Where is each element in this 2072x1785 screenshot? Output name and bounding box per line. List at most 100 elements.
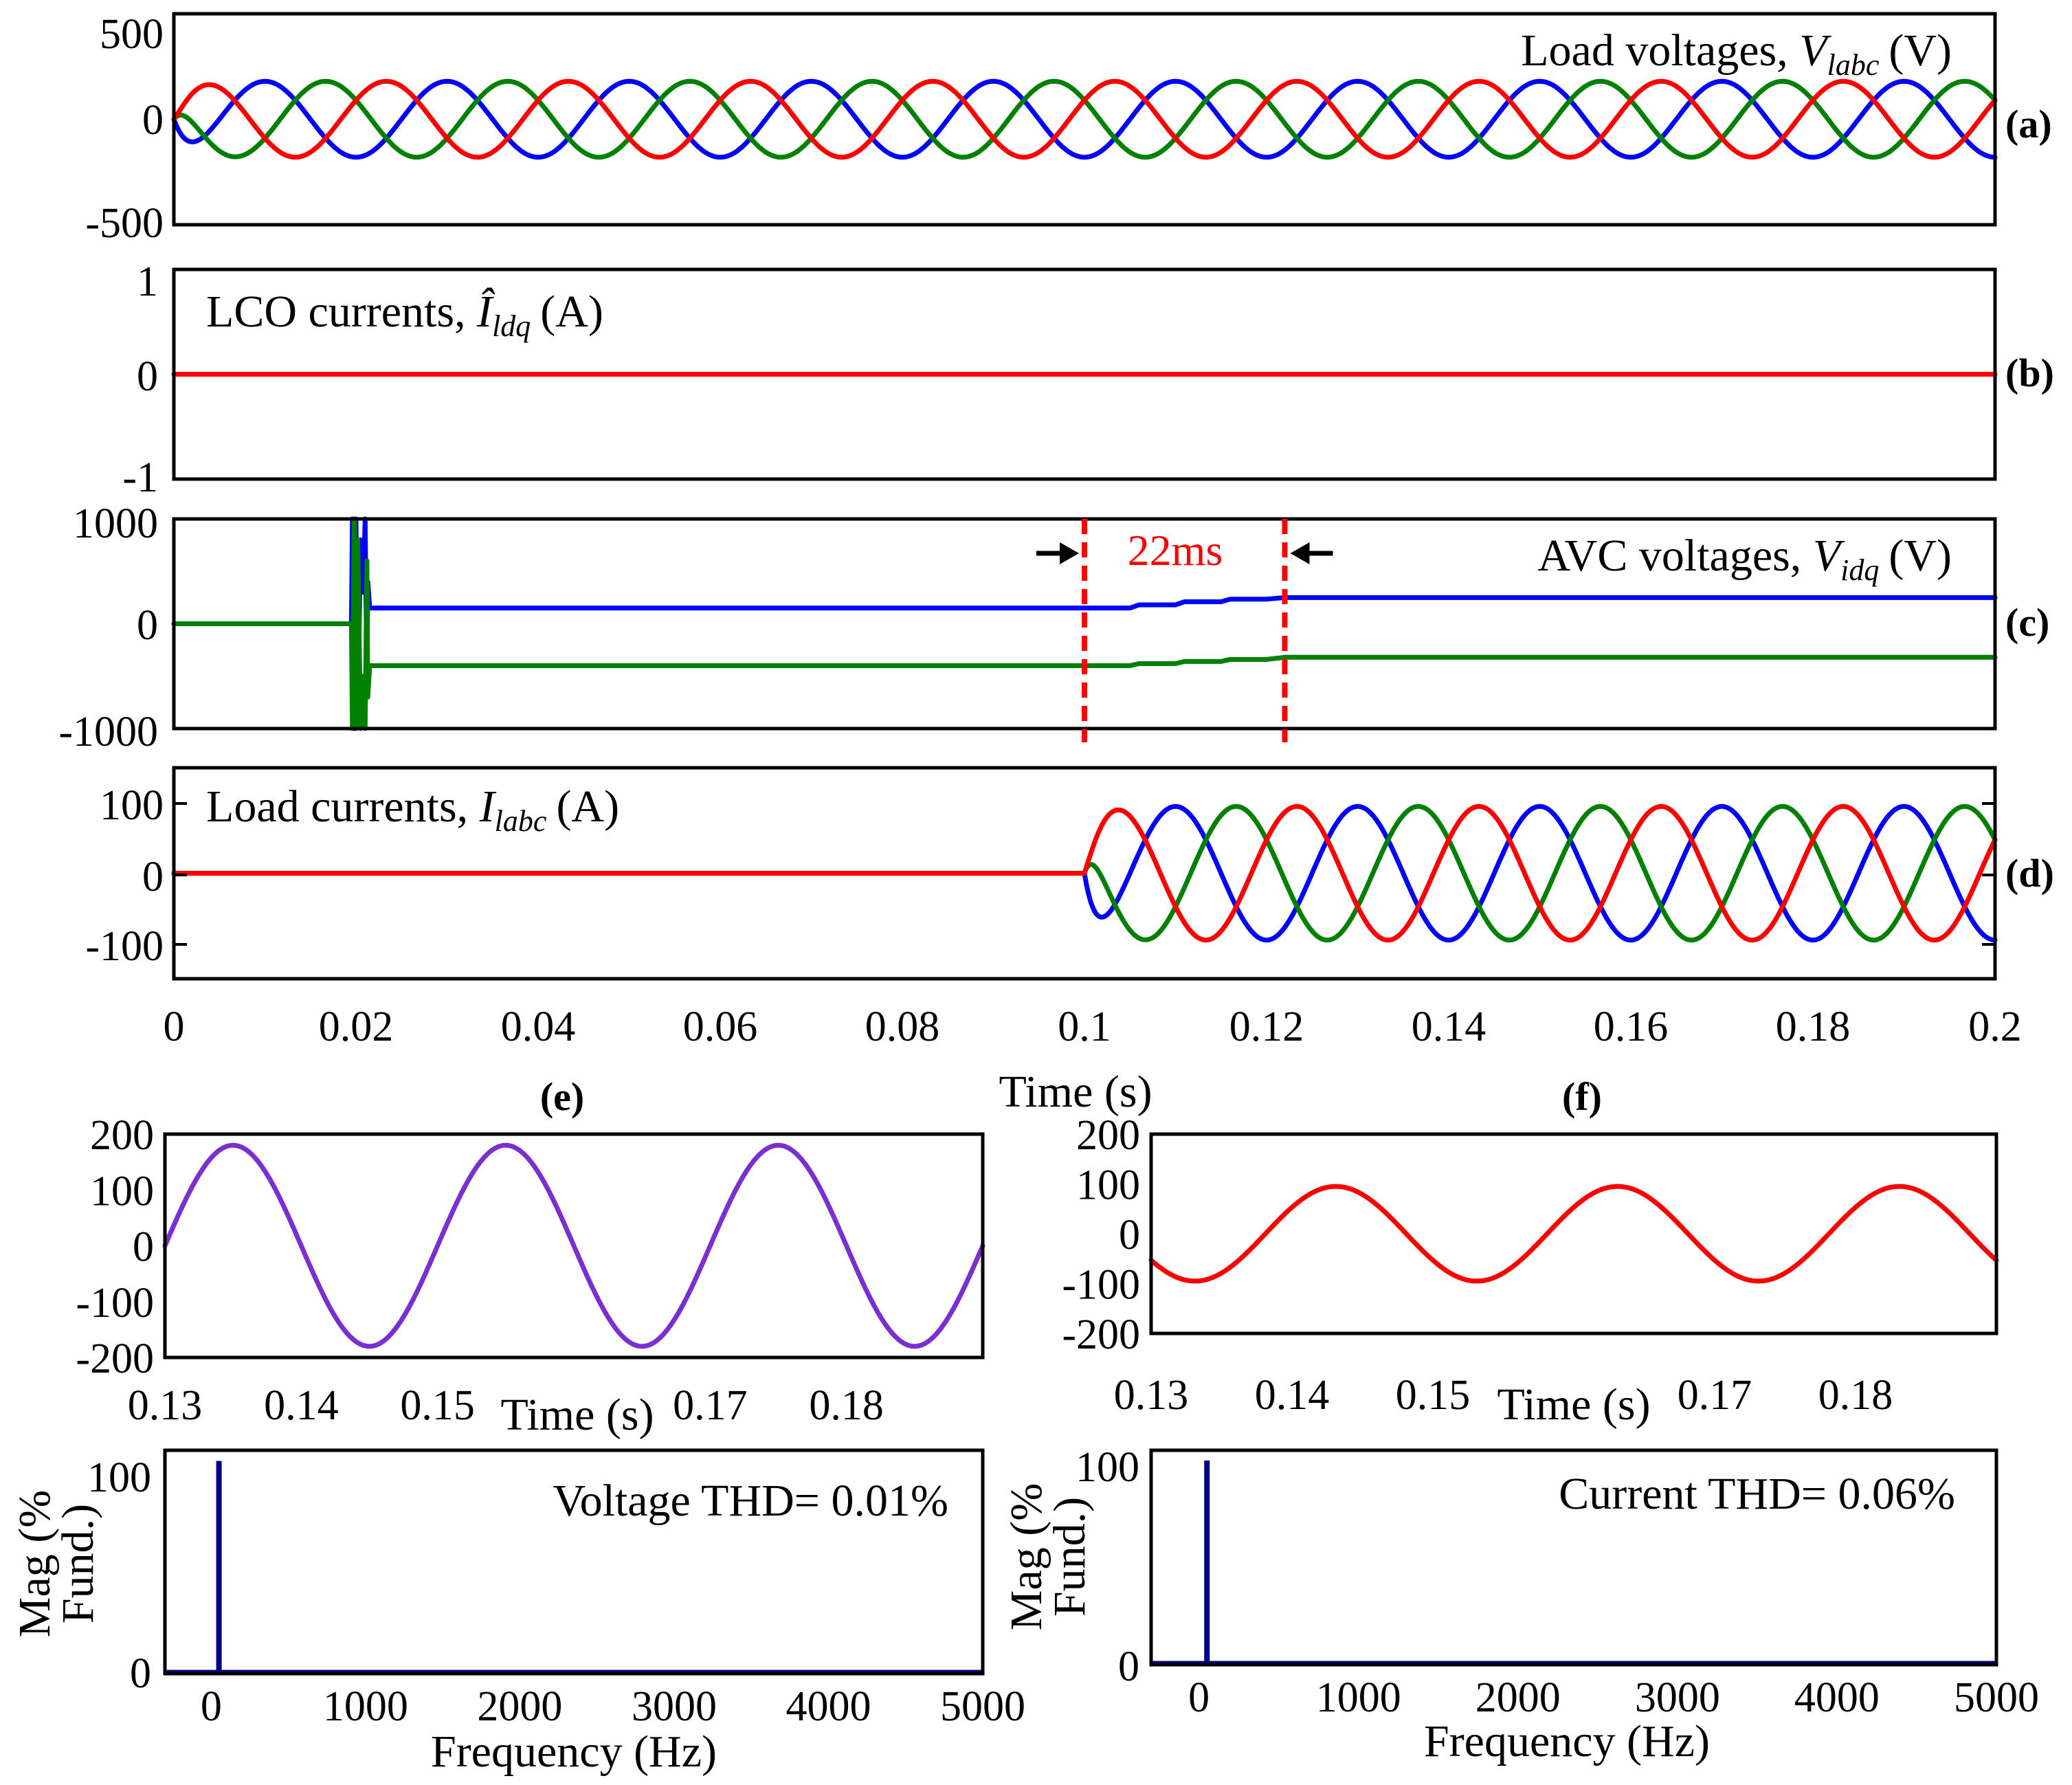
panel-b-frame	[172, 267, 1997, 481]
panel-e-time-xtick: 0.17	[673, 1382, 748, 1429]
panel-f-time-ytick: 200	[1076, 1112, 1140, 1159]
panel-e-time-ytick: -100	[76, 1280, 154, 1327]
panel-e-fft-bars	[165, 1461, 983, 1674]
panel-d-ytick-mid: 0	[142, 854, 164, 900]
panel-d-series-3	[171, 803, 1998, 943]
panel-a-frame	[172, 12, 1997, 227]
panel-c-label: (c)	[2005, 600, 2049, 645]
panel-e-fft-ytick-top: 100	[87, 1454, 151, 1501]
panel-d-title-prefix: Load currents,	[206, 781, 480, 832]
panel-f-time-ytick: -200	[1062, 1311, 1140, 1358]
panel-f-fft-xtick: 5000	[1954, 1674, 2039, 1721]
panel-f-fft-frame	[1149, 1448, 1998, 1667]
panel-f-time-xtick: 0.17	[1678, 1372, 1752, 1419]
panel-d-title-symbol: I	[479, 781, 497, 832]
panel-f-fft-xtick: 0	[1188, 1674, 1210, 1721]
panel-a-series-1	[171, 78, 1998, 160]
panel-c-title-unit: (V)	[1889, 531, 1952, 581]
panel-f-fft-bar-1	[1204, 1460, 1210, 1665]
panel-f-label: (f)	[1562, 1074, 1602, 1119]
panel-e-fft-xtick: 1000	[323, 1683, 408, 1730]
delay-label: 22ms	[1128, 526, 1223, 575]
panel-f-time-ytick: 100	[1076, 1162, 1140, 1209]
panel-b-title-prefix: LCO currents,	[206, 287, 477, 337]
panel-f-time-xtick: 0.14	[1255, 1372, 1330, 1419]
panel-e-time-frame	[163, 1132, 985, 1360]
panel-e-fft-xlabel: Frequency (Hz)	[431, 1727, 717, 1777]
panel-e-time: 200 100 0 -100 -200 0.13 0.14 0.15 0.17 0.18 Tim…	[76, 1112, 985, 1440]
panel-e-time-xticks: 0.13 0.14 0.15 0.17 0.18	[128, 1382, 884, 1429]
panel-d-xtick: 0.18	[1776, 1004, 1851, 1050]
panel-f-fft-ytick-bottom: 0	[1118, 1643, 1139, 1690]
delay-start-arrow	[1036, 542, 1079, 564]
panel-e-time-series-1	[162, 1142, 985, 1349]
panel-c-series-2	[171, 516, 1998, 731]
panel-b-label: (b)	[2005, 351, 2054, 395]
panel-f-time-traces	[1148, 1184, 1999, 1284]
panel-e-fft-ylabel-line1: Mag (%	[10, 1490, 60, 1637]
panel-d-xtick: 0.16	[1594, 1004, 1669, 1050]
panel-e-fft-bar-1	[216, 1461, 222, 1674]
panel-e-time-xtick: 0.13	[128, 1382, 203, 1429]
panel-e-fft-ylabel-line2: Fund.)	[53, 1504, 103, 1623]
panel-b-ytick-mid: 0	[137, 353, 158, 400]
panel-d-label: (d)	[2005, 851, 2054, 896]
panel-f-fft-ytick-top: 100	[1076, 1444, 1139, 1491]
panel-f-fft-ylabel-line2: Fund.)	[1045, 1497, 1095, 1617]
panel-d-title-unit: (A)	[556, 781, 619, 832]
panel-d-xtick: 0.04	[501, 1004, 576, 1050]
panel-e-time-xtick: 0.18	[809, 1382, 884, 1429]
panel-a-traces	[171, 78, 1998, 160]
panel-e-fft-frame	[163, 1448, 985, 1676]
panel-e-time-xlabel: Time (s)	[500, 1390, 654, 1440]
delay-end-arrow	[1290, 542, 1333, 564]
panel-e-time-ytick: -200	[76, 1335, 154, 1382]
panel-b: 1 0 -1 LCO currents, Îldq (A) (b)	[122, 258, 2054, 501]
panel-d-ytick-top: 100	[100, 782, 164, 829]
panel-e-time-xtick: 0.14	[264, 1382, 339, 1429]
panel-a-title-symbol: V	[1799, 25, 1831, 76]
panel-e-fft: 100 0 0 1000 2000 3000 4000 5000 Frequency (H…	[10, 1448, 1025, 1777]
panel-e-time-traces	[162, 1142, 985, 1349]
panel-f-time-xtick: 0.15	[1396, 1372, 1471, 1419]
panel-d-xtick: 0.12	[1229, 1004, 1304, 1050]
panel-d-xtick: 0	[164, 1004, 185, 1050]
panel-e-fft-xtick: 4000	[786, 1683, 871, 1730]
panel-d-xticks: 0 0.02 0.04 0.06 0.08 0.1 0.12 0.14 0.16 0.18 0.2	[164, 1004, 2022, 1050]
panel-a-series-3	[171, 78, 1998, 160]
panel-f-fft-xtick: 4000	[1794, 1674, 1880, 1721]
panel-a-series-2	[171, 78, 1998, 160]
panel-e-fft-xtick: 0	[201, 1683, 222, 1730]
panel-f-fft-xtick: 1000	[1316, 1674, 1401, 1721]
panel-b-ytick-top: 1	[137, 258, 158, 305]
panel-b-title: LCO currents, Îldq (A)	[206, 287, 603, 343]
panel-e-fft-xtick: 2000	[477, 1683, 562, 1730]
panel-d-xtick: 0.2	[1968, 1004, 2022, 1050]
panel-c-traces	[171, 516, 1998, 731]
panel-c-title-symbol: V	[1813, 531, 1845, 581]
panel-c-title-subscript: idq	[1840, 553, 1879, 587]
panel-d-traces	[171, 803, 1998, 943]
panel-c-ytick-top: 1000	[73, 500, 158, 547]
panel-a-label: (a)	[2005, 102, 2052, 146]
panel-d-xlabel: Time (s)	[999, 1067, 1152, 1117]
panel-f-fft-ylabel-line1: Mag (%	[1001, 1483, 1051, 1630]
panel-a-ticks: 500 0 -500	[85, 11, 164, 247]
panel-a-title-subscript: labc	[1827, 48, 1880, 82]
panel-a-title-prefix: Load voltages,	[1521, 25, 1799, 76]
panel-c-ytick-bottom: -1000	[58, 709, 158, 755]
panel-d: 100 0 -100 0 0.02 0.04 0.06 0.08 0.1 0.12 0.14 0…	[85, 766, 2054, 1117]
panel-a-ytick-top: 500	[100, 11, 164, 58]
panel-a-title: Load voltages, Vlabc (V)	[1521, 25, 1952, 82]
panel-c-title: AVC voltages, Vidq (V)	[1538, 531, 1952, 587]
panel-f-time-ytick: -100	[1062, 1262, 1140, 1309]
panel-a-ytick-mid: 0	[142, 97, 164, 144]
panel-e-fft-xtick: 3000	[632, 1683, 717, 1730]
panel-d-xtick: 0.08	[865, 1004, 940, 1050]
panel-b-title-unit: (A)	[540, 287, 603, 337]
panel-f-time-frame	[1149, 1132, 1998, 1335]
panel-e-time-ytick: 0	[133, 1224, 154, 1271]
